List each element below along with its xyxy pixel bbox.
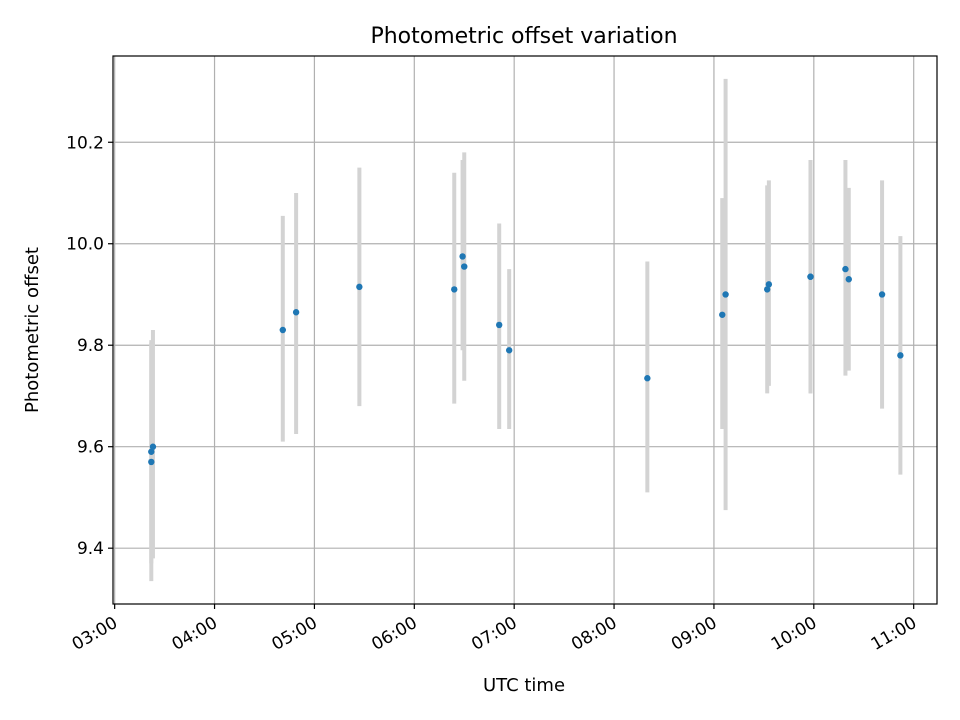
data-point xyxy=(459,253,466,260)
y-tick-label: 10.2 xyxy=(66,133,104,153)
data-point xyxy=(148,458,155,466)
x-axis-label: UTC time xyxy=(483,675,565,696)
data-point xyxy=(878,291,886,298)
grid xyxy=(113,56,937,604)
data-points xyxy=(148,253,904,466)
data-point xyxy=(897,352,904,359)
data-point xyxy=(764,286,771,293)
y-tick-label: 9.4 xyxy=(77,539,104,559)
data-point xyxy=(495,321,503,329)
y-axis: 9.4 9.6 9.8 10.0 10.2 xyxy=(66,133,113,559)
data-point xyxy=(765,281,773,288)
data-point xyxy=(279,326,286,334)
chart-title: Photometric offset variation xyxy=(370,24,677,49)
plot-frame xyxy=(112,55,938,605)
data-point xyxy=(807,273,814,280)
data-point xyxy=(292,309,300,316)
data-point xyxy=(644,375,651,382)
data-point xyxy=(451,286,458,293)
y-tick-label: 9.8 xyxy=(77,336,104,356)
y-tick-label: 10.0 xyxy=(66,235,104,255)
data-point xyxy=(722,291,729,298)
y-axis-label: Photometric offset xyxy=(22,247,43,413)
y-tick-label: 9.6 xyxy=(77,438,104,458)
data-point xyxy=(719,311,726,318)
data-point xyxy=(461,263,468,270)
data-point xyxy=(356,283,363,291)
data-point xyxy=(505,347,513,354)
data-point xyxy=(845,276,852,283)
data-point xyxy=(842,265,849,273)
data-point xyxy=(149,443,157,450)
data-point xyxy=(148,448,155,455)
